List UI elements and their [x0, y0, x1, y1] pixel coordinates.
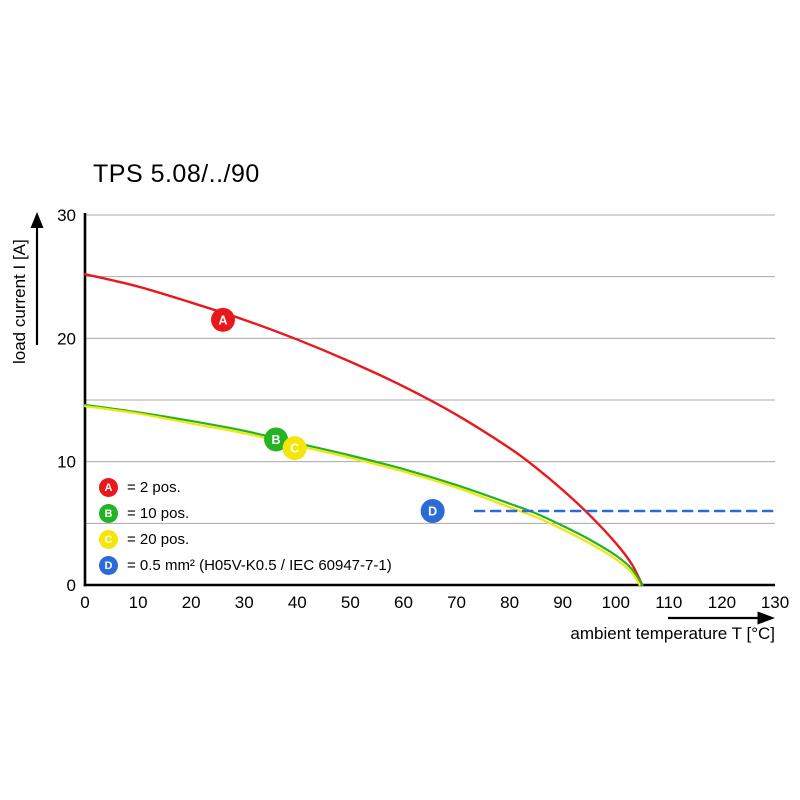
svg-text:0: 0 — [67, 576, 76, 595]
svg-text:30: 30 — [235, 593, 254, 612]
svg-text:0: 0 — [80, 593, 89, 612]
legend-item-a: A = 2 pos. — [99, 478, 392, 497]
svg-text:D: D — [428, 505, 437, 519]
legend-marker-a-icon: A — [99, 478, 118, 497]
svg-text:A: A — [218, 313, 227, 327]
svg-text:80: 80 — [500, 593, 519, 612]
svg-text:10: 10 — [129, 593, 148, 612]
y-axis-label: load current I [A] — [10, 239, 29, 364]
svg-text:30: 30 — [57, 206, 76, 225]
svg-text:10: 10 — [57, 453, 76, 472]
legend-marker-b-icon: B — [99, 504, 118, 523]
svg-text:C: C — [290, 442, 299, 456]
svg-text:20: 20 — [182, 593, 201, 612]
svg-text:60: 60 — [394, 593, 413, 612]
legend: A = 2 pos. B = 10 pos. C = 20 pos. D = 0… — [99, 478, 392, 575]
legend-label-a: = 2 pos. — [127, 479, 181, 496]
svg-text:20: 20 — [57, 329, 76, 348]
legend-item-d: D = 0.5 mm² (H05V-K0.5 / IEC 60947-7-1) — [99, 556, 392, 575]
svg-text:120: 120 — [708, 593, 736, 612]
svg-text:50: 50 — [341, 593, 360, 612]
svg-text:130: 130 — [761, 593, 789, 612]
svg-text:40: 40 — [288, 593, 307, 612]
legend-marker-d-icon: D — [99, 556, 118, 575]
svg-text:90: 90 — [553, 593, 572, 612]
legend-label-c: = 20 pos. — [127, 531, 190, 548]
svg-text:100: 100 — [602, 593, 630, 612]
chart-title: TPS 5.08/../90 — [93, 160, 260, 188]
legend-item-c: C = 20 pos. — [99, 530, 392, 549]
legend-label-b: = 10 pos. — [127, 505, 190, 522]
legend-item-b: B = 10 pos. — [99, 504, 392, 523]
legend-label-d: = 0.5 mm² (H05V-K0.5 / IEC 60947-7-1) — [127, 557, 392, 574]
x-axis-label: ambient temperature T [°C] — [570, 624, 775, 643]
svg-text:70: 70 — [447, 593, 466, 612]
svg-text:110: 110 — [655, 593, 682, 612]
svg-text:B: B — [272, 433, 281, 447]
legend-marker-c-icon: C — [99, 530, 118, 549]
